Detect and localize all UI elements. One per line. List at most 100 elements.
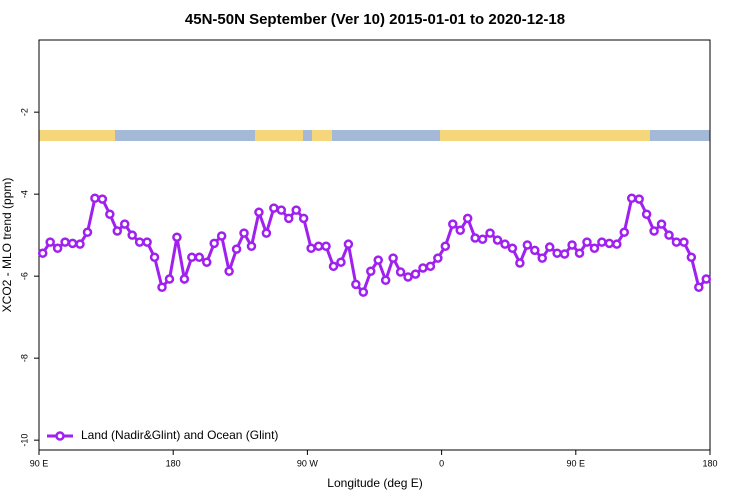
data-point: [559, 249, 570, 259]
data-point: [537, 253, 547, 263]
data-point: [269, 203, 279, 213]
data-point: [246, 241, 257, 251]
data-point: [313, 241, 324, 251]
data-point: [552, 248, 562, 258]
data-point: [448, 219, 458, 229]
data-point: [485, 228, 495, 238]
data-point: [209, 238, 219, 249]
data-point: [157, 282, 167, 292]
data-point: [619, 227, 630, 238]
data-point: [433, 253, 443, 263]
data-point: [574, 248, 585, 258]
data-point: [425, 261, 436, 272]
data-point: [321, 241, 331, 251]
data-point: [626, 193, 637, 204]
data-point: [567, 240, 577, 250]
data-point: [127, 230, 137, 240]
data-point: [142, 237, 152, 247]
data-point: [492, 235, 503, 245]
data-point: [164, 274, 175, 284]
data-point: [239, 228, 249, 238]
data-point: [403, 272, 413, 282]
data-point: [366, 266, 376, 276]
data-point: [634, 194, 644, 204]
y-tick-label: -10: [19, 434, 29, 447]
data-point: [216, 231, 227, 241]
data-point: [612, 239, 622, 249]
data-point: [67, 238, 78, 249]
data-point: [97, 194, 108, 204]
data-point: [82, 227, 93, 238]
y-tick-label: -4: [19, 190, 29, 198]
data-point: [224, 266, 234, 276]
x-axis-label: Longitude (deg E): [327, 476, 422, 490]
data-point: [134, 237, 145, 247]
data-point: [112, 226, 123, 236]
data-point: [418, 263, 428, 273]
x-tick-label: 180: [166, 458, 181, 468]
chart-title: 45N-50N September (Ver 10) 2015-01-01 to…: [185, 11, 565, 28]
data-point: [298, 213, 309, 224]
y-axis-label: XCO2 - MLO trend (ppm): [0, 178, 14, 313]
data-point: [202, 257, 212, 267]
data-point: [75, 239, 85, 249]
data-point: [589, 243, 600, 254]
data-point: [388, 253, 398, 263]
data-point: [194, 252, 205, 263]
data-point: [500, 239, 510, 249]
data-point: [656, 219, 667, 229]
data-point: [664, 230, 674, 240]
data-point: [343, 239, 354, 249]
data-point: [649, 226, 659, 236]
data-point: [284, 213, 294, 224]
x-tick-label: 180: [702, 458, 717, 468]
data-point: [52, 243, 63, 254]
land-ocean-strip: [39, 130, 710, 141]
data-point: [179, 274, 190, 284]
data-point: [105, 209, 115, 219]
data-point: [373, 255, 383, 265]
data-point: [515, 258, 525, 268]
data-point: [641, 209, 652, 219]
data-point: [455, 225, 465, 235]
y-tick-label: -6: [19, 272, 29, 280]
data-point: [90, 193, 100, 204]
data-point: [306, 243, 316, 254]
data-point: [149, 252, 160, 263]
plot-frame: [38, 39, 711, 451]
data-point: [462, 213, 473, 224]
data-point: [530, 245, 540, 256]
x-tick-label: 90 W: [297, 458, 319, 468]
data-point: [522, 240, 533, 250]
x-tick-label: 90 E: [30, 458, 49, 468]
data-point: [380, 275, 391, 286]
legend-marker: [55, 431, 65, 441]
data-point: [477, 234, 488, 245]
data-point: [604, 238, 615, 249]
data-point: [544, 242, 555, 252]
y-tick-label: -2: [19, 108, 29, 116]
data-point: [582, 237, 592, 247]
data-point: [187, 252, 197, 263]
data-point: [671, 237, 682, 247]
x-tick-label: 90 E: [567, 458, 586, 468]
data-point: [701, 274, 712, 284]
data-point: [119, 219, 130, 229]
data-point: [358, 287, 369, 297]
data-point: [410, 269, 421, 279]
legend-label: Land (Nadir&Glint) and Ocean (Glint): [81, 428, 278, 442]
data-point: [254, 207, 264, 217]
data-point: [276, 205, 287, 215]
data-point: [45, 237, 55, 247]
data-point: [60, 237, 70, 247]
x-tick-label: 0: [439, 458, 444, 468]
data-point: [507, 243, 518, 254]
data-point: [172, 232, 182, 242]
data-point: [328, 261, 339, 272]
data-point: [37, 248, 48, 258]
data-point: [694, 282, 704, 292]
data-point: [679, 237, 689, 247]
data-point: [336, 257, 346, 267]
data-point: [470, 233, 480, 243]
